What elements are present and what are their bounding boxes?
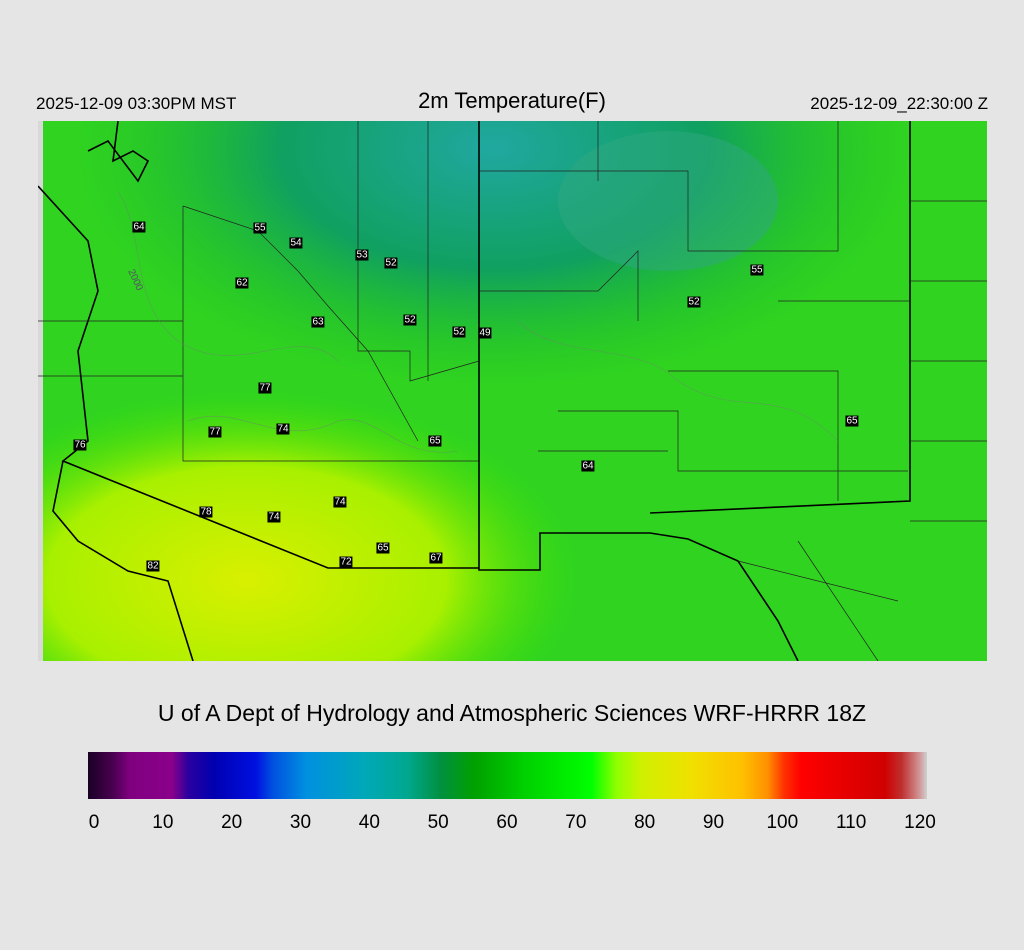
- local-time-label: 2025-12-09 03:30PM MST: [36, 94, 237, 113]
- colorbar-tick-label: 110: [836, 812, 867, 833]
- warm-region: [38, 121, 987, 661]
- station-temp-label: 52: [687, 296, 701, 308]
- map-field: 2000: [37, 120, 987, 662]
- station-temp-label: 63: [311, 316, 325, 328]
- station-temp-label: 65: [845, 415, 859, 427]
- station-temp-label: 76: [73, 439, 87, 451]
- colorbar-tick-label: 90: [702, 812, 725, 833]
- colorbar-tick-label: 70: [565, 812, 587, 833]
- station-temp-label: 52: [452, 326, 466, 338]
- station-temp-label: 74: [267, 511, 281, 523]
- station-temp-label: 77: [258, 382, 272, 394]
- temperature-map: 2000 64 55 54 53 52 62 63 52 52 49 77 77 74 65 76 78 74 7…: [37, 120, 987, 662]
- colorbar-tick-label: 80: [634, 812, 656, 833]
- colorbar-tick-label: 0: [88, 812, 100, 833]
- map-title: 2m Temperature(F): [418, 88, 606, 113]
- colorbar-tick-label: 20: [221, 812, 243, 833]
- colorbar-tick-label: 40: [358, 812, 380, 833]
- colorbar-tick-label: 100: [766, 812, 799, 833]
- station-temp-label: 52: [403, 314, 417, 326]
- station-temp-label: 64: [581, 460, 595, 472]
- cool-region-nm: [558, 131, 778, 271]
- station-temp-label: 55: [750, 264, 764, 276]
- station-temp-label: 74: [333, 496, 347, 508]
- station-temp-label: 65: [376, 542, 390, 554]
- station-temp-label: 74: [276, 423, 290, 435]
- station-temp-label: 62: [235, 277, 249, 289]
- station-temp-label: 52: [384, 257, 398, 269]
- station-temp-label: 53: [355, 249, 369, 261]
- map-edge: [38, 121, 43, 661]
- colorbar-tick-label: 30: [289, 812, 312, 833]
- station-temp-label: 49: [478, 327, 492, 339]
- colorbar-tick-label: 10: [152, 812, 174, 833]
- station-temp-label: 55: [253, 222, 267, 234]
- colorbar-tick-label: 120: [904, 812, 936, 833]
- colorbar-tick-label: 50: [427, 812, 449, 833]
- credit-line: U of A Dept of Hydrology and Atmospheric…: [157, 700, 867, 726]
- station-temp-label: 82: [146, 560, 160, 572]
- colorbar: [88, 752, 927, 799]
- elevation-contours: [117, 190, 839, 453]
- station-temp-label: 67: [429, 552, 443, 564]
- colorbar-tick-label: 60: [496, 812, 518, 833]
- station-temp-label: 65: [428, 435, 442, 447]
- station-temp-label: 77: [208, 426, 222, 438]
- station-temp-label: 72: [339, 556, 353, 568]
- station-temp-label: 78: [199, 506, 213, 518]
- station-temp-label: 54: [289, 237, 303, 249]
- state-borders: [37, 120, 911, 662]
- county-borders: [38, 121, 987, 662]
- utc-time-label: 2025-12-09_22:30:00 Z: [810, 94, 988, 113]
- station-temp-label: 64: [132, 221, 146, 233]
